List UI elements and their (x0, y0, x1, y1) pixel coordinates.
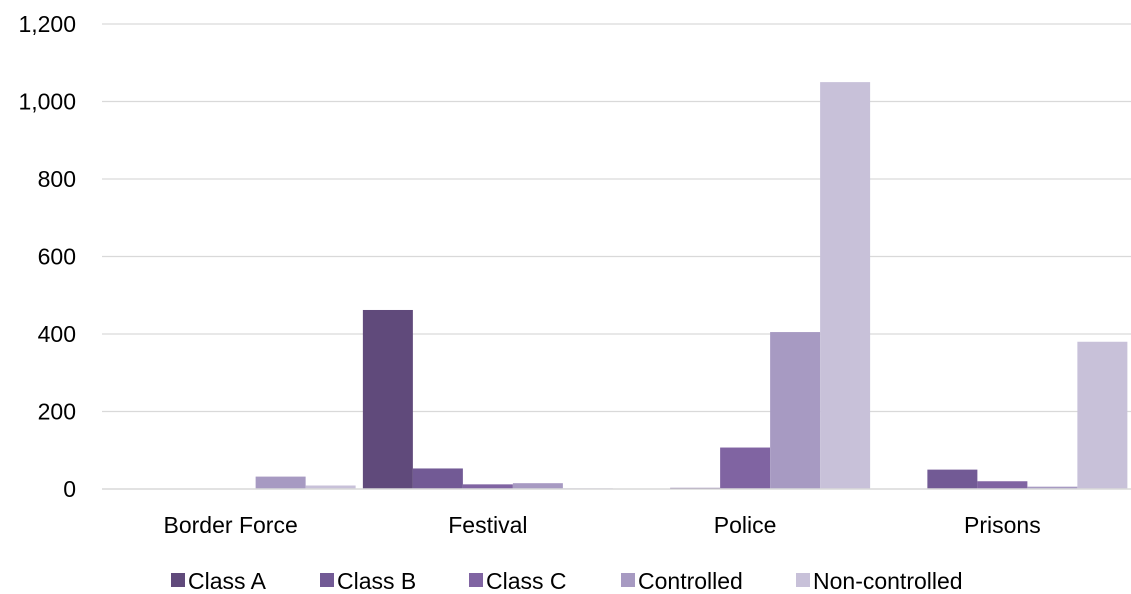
x-tick-label: Border Force (164, 512, 298, 538)
legend-swatch-class-c (469, 573, 483, 587)
legend-label: Class B (337, 568, 416, 594)
bar-controlled-border-force (255, 476, 306, 489)
legend-label: Non-controlled (813, 568, 963, 594)
legend-label: Class C (486, 568, 567, 594)
legend-swatch-class-b (320, 573, 334, 587)
bar-class-c-festival (462, 484, 513, 489)
legend: Class A Class B Class C Controlled Non-contr… (171, 568, 963, 594)
bar-controlled-festival (512, 483, 563, 489)
bar-non-controlled-prisons (1077, 341, 1128, 489)
y-tick-label: 200 (38, 399, 76, 425)
y-tick-label: 400 (38, 321, 76, 347)
bar-class-b-prisons (927, 469, 978, 489)
bar-class-a-festival (362, 309, 413, 489)
bar-class-c-police (720, 447, 771, 489)
legend-label: Class A (188, 568, 267, 594)
legend-swatch-controlled (621, 573, 635, 587)
bar-controlled-police (770, 332, 821, 489)
x-tick-label: Police (714, 512, 777, 538)
bar-class-c-prisons (977, 481, 1028, 489)
y-tick-label: 0 (63, 476, 76, 502)
legend-swatch-non-controlled (796, 573, 810, 587)
bars (255, 82, 1128, 489)
x-tick-label: Festival (448, 512, 527, 538)
bar-class-b-festival (412, 468, 463, 489)
gridlines (102, 23, 1131, 413)
x-axis-ticks: Border Force Festival Police Prisons (164, 512, 1041, 538)
y-tick-label: 800 (38, 166, 76, 192)
bar-non-controlled-police (820, 82, 871, 489)
y-axis-ticks: 0 200 400 600 800 1,000 1,200 (18, 11, 76, 502)
bar-controlled-prisons (1027, 486, 1078, 489)
y-tick-label: 1,200 (18, 11, 76, 37)
y-tick-label: 600 (38, 244, 76, 270)
legend-swatch-class-a (171, 573, 185, 587)
y-tick-label: 1,000 (18, 89, 76, 115)
bar-non-controlled-border-force (305, 485, 356, 489)
legend-label: Controlled (638, 568, 743, 594)
x-tick-label: Prisons (964, 512, 1041, 538)
